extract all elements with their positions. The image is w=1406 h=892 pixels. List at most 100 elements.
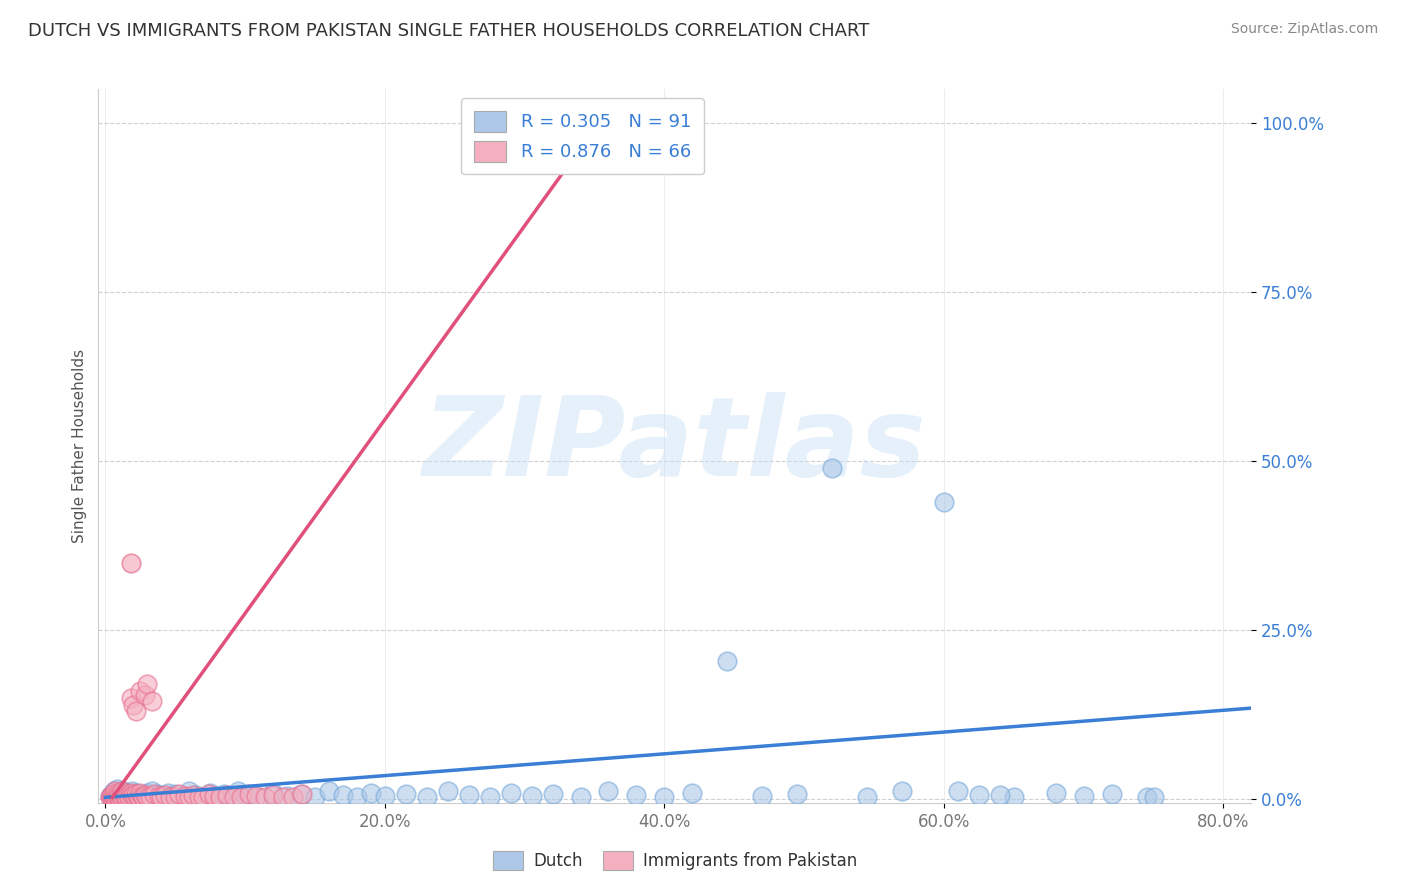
Point <box>121 789 143 803</box>
Point <box>291 787 314 801</box>
Point <box>598 784 620 798</box>
Point <box>967 789 990 803</box>
Point <box>1135 789 1157 804</box>
Point <box>132 788 155 802</box>
Point <box>118 790 141 805</box>
Point <box>200 786 222 800</box>
Point <box>360 786 382 800</box>
Point <box>1142 790 1164 805</box>
Point <box>179 784 201 798</box>
Point <box>626 789 648 803</box>
Point <box>114 788 136 802</box>
Point <box>127 789 149 803</box>
Point <box>304 789 326 804</box>
Point <box>104 789 127 803</box>
Point <box>162 789 184 803</box>
Point <box>569 789 592 804</box>
Point <box>136 786 159 800</box>
Point <box>103 789 125 804</box>
Point <box>159 789 181 804</box>
Point <box>165 790 187 805</box>
Point <box>118 787 141 801</box>
Point <box>233 789 256 803</box>
Point <box>226 784 249 798</box>
Point <box>290 787 312 801</box>
Point <box>115 790 138 805</box>
Point <box>136 677 159 691</box>
Point <box>101 787 124 801</box>
Point <box>219 789 242 804</box>
Point <box>108 786 131 800</box>
Point <box>111 790 134 805</box>
Point <box>98 789 121 803</box>
Point <box>104 784 127 798</box>
Point <box>751 789 773 803</box>
Point <box>110 789 132 803</box>
Point <box>103 784 125 798</box>
Point <box>122 789 145 803</box>
Point <box>120 690 142 705</box>
Point <box>139 789 162 803</box>
Point <box>786 787 808 801</box>
Point <box>198 787 221 801</box>
Point <box>436 784 458 798</box>
Point <box>193 790 215 805</box>
Point <box>374 789 396 803</box>
Point <box>179 790 201 805</box>
Point <box>183 788 205 802</box>
Point <box>103 787 125 801</box>
Point <box>105 790 128 805</box>
Point <box>100 789 122 803</box>
Point <box>150 789 173 803</box>
Point <box>186 789 208 803</box>
Y-axis label: Single Father Households: Single Father Households <box>72 349 87 543</box>
Point <box>821 461 844 475</box>
Point <box>136 789 159 804</box>
Point <box>103 789 125 804</box>
Point <box>105 782 128 797</box>
Point <box>1045 786 1067 800</box>
Point <box>520 789 543 803</box>
Point <box>193 790 215 805</box>
Point <box>104 790 127 805</box>
Point <box>681 786 703 800</box>
Point <box>124 790 146 805</box>
Point <box>111 784 134 798</box>
Point <box>134 688 156 702</box>
Point <box>101 788 124 802</box>
Point <box>125 786 148 800</box>
Point <box>112 786 135 800</box>
Point <box>121 784 143 798</box>
Point <box>107 788 129 802</box>
Point <box>124 790 146 805</box>
Point <box>108 787 131 801</box>
Point <box>112 789 135 803</box>
Point <box>891 784 914 798</box>
Point <box>122 698 145 712</box>
Point <box>100 790 122 805</box>
Point <box>127 789 149 804</box>
Point <box>478 790 501 805</box>
Point <box>1073 789 1095 803</box>
Point <box>107 789 129 804</box>
Point <box>128 787 150 801</box>
Point <box>112 789 135 803</box>
Point <box>120 786 142 800</box>
Point <box>245 789 267 803</box>
Point <box>108 789 131 804</box>
Point <box>141 784 163 798</box>
Point <box>117 789 139 803</box>
Point <box>188 789 211 804</box>
Point <box>1002 790 1025 805</box>
Point <box>111 784 134 798</box>
Point <box>131 789 153 803</box>
Point <box>108 790 131 805</box>
Point <box>125 705 148 719</box>
Point <box>229 790 252 805</box>
Point <box>946 784 969 798</box>
Point <box>499 786 522 800</box>
Point <box>104 786 127 800</box>
Point <box>332 789 354 803</box>
Point <box>856 789 879 804</box>
Point <box>416 789 439 804</box>
